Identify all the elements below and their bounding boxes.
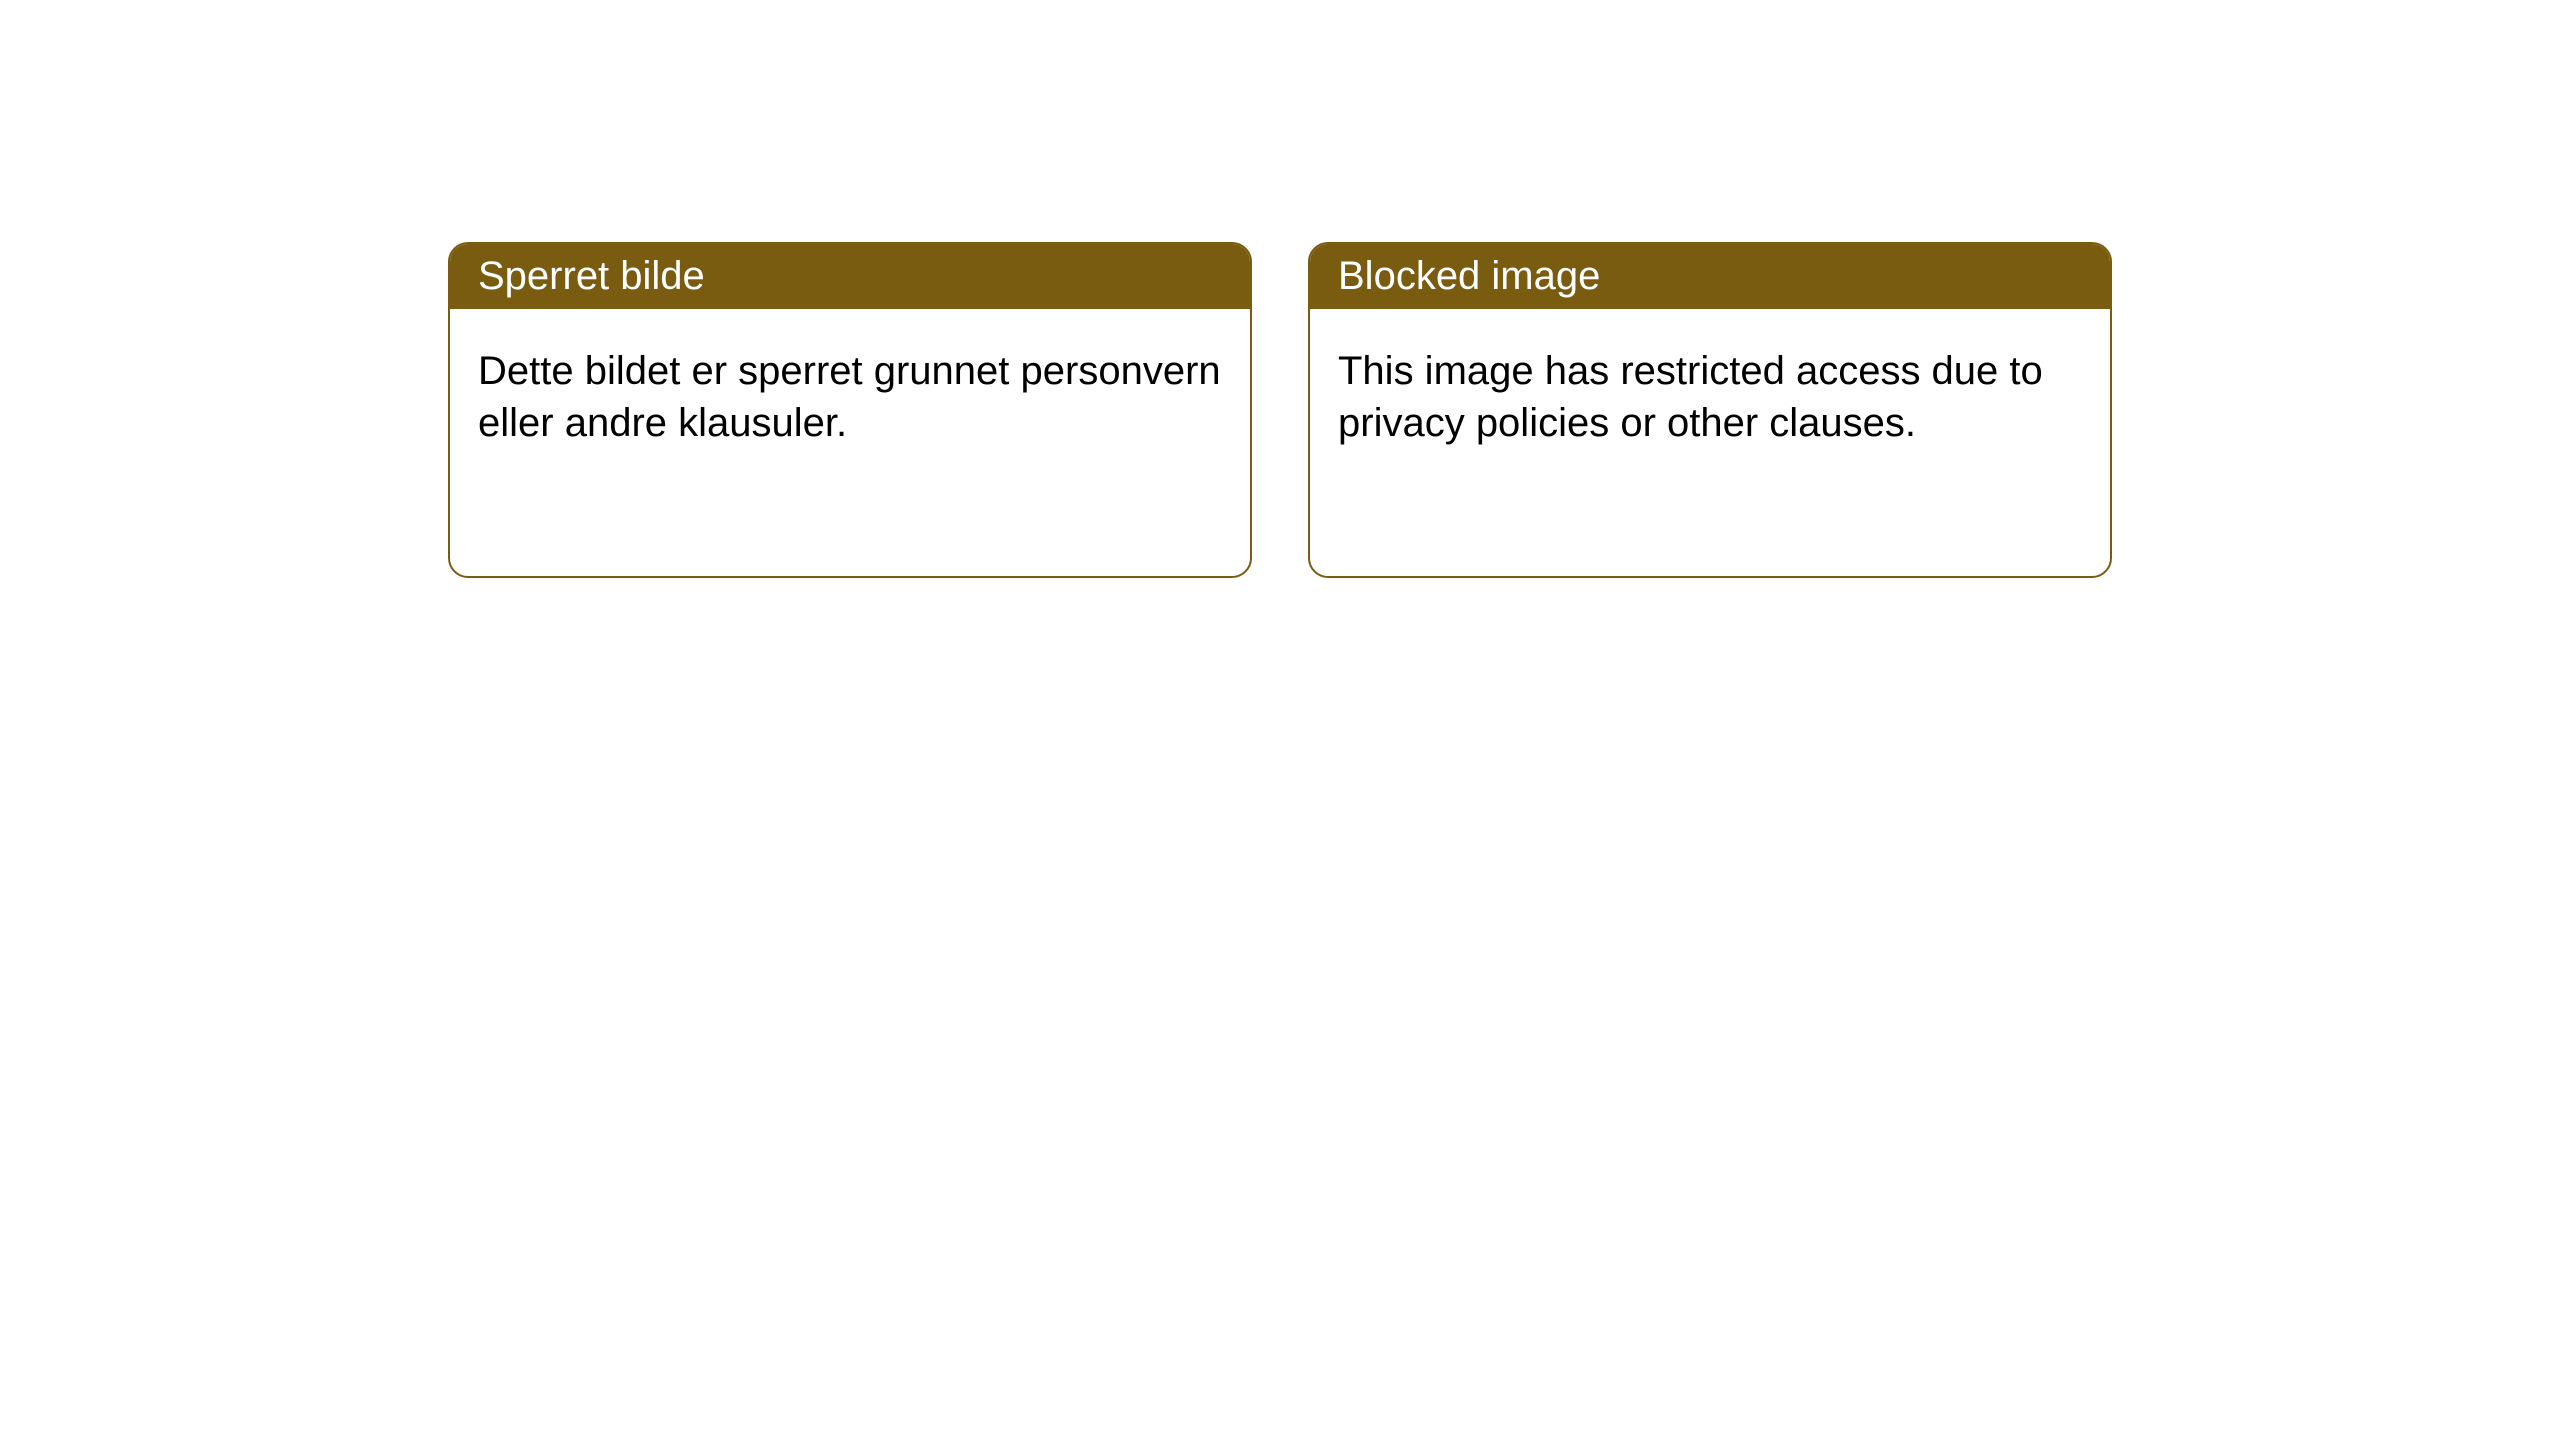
card-body-text: This image has restricted access due to …: [1338, 349, 2043, 445]
notice-container: Sperret bilde Dette bildet er sperret gr…: [0, 0, 2560, 578]
card-body-text: Dette bildet er sperret grunnet personve…: [478, 349, 1221, 445]
notice-card-english: Blocked image This image has restricted …: [1308, 242, 2112, 578]
card-title: Blocked image: [1338, 254, 1600, 298]
card-body: Dette bildet er sperret grunnet personve…: [450, 309, 1250, 485]
card-body: This image has restricted access due to …: [1310, 309, 2110, 485]
card-header: Sperret bilde: [450, 244, 1250, 309]
card-header: Blocked image: [1310, 244, 2110, 309]
card-title: Sperret bilde: [478, 254, 705, 298]
notice-card-norwegian: Sperret bilde Dette bildet er sperret gr…: [448, 242, 1252, 578]
